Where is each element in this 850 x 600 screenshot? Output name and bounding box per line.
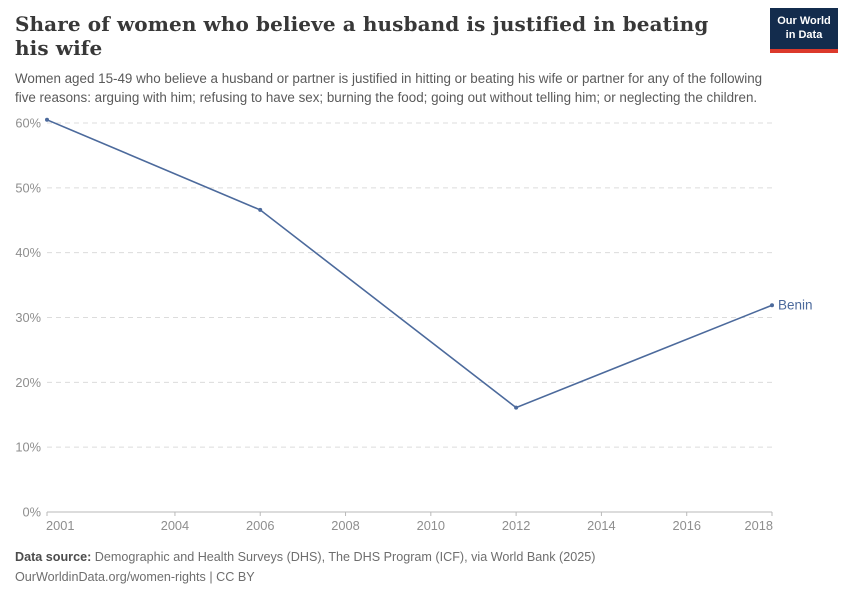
benin-line[interactable]: [46, 119, 773, 409]
data-point[interactable]: [770, 303, 774, 308]
x-tick-label: 2001: [46, 518, 74, 533]
chart-header: Share of women who believe a husband is …: [0, 0, 850, 107]
license-label: CC BY: [216, 570, 255, 585]
footer-separator: |: [205, 570, 217, 585]
y-tick-label: 30%: [15, 310, 41, 325]
y-tick-label: 20%: [15, 375, 41, 390]
y-tick-label: 10%: [15, 440, 41, 455]
x-tick-label: 2018: [745, 518, 773, 533]
data-source-label: Data source:: [15, 550, 92, 565]
y-tick-label: 40%: [15, 245, 41, 260]
x-tick-label: 2014: [587, 518, 615, 533]
x-tick-label: 2012: [502, 518, 530, 533]
x-tick-label: 2010: [417, 518, 445, 533]
y-tick-label: 60%: [15, 116, 41, 131]
line-chart: 0% 10% 20% 30% 40% 50% 60% 2001 2004 2006 2008 2010…: [15, 116, 813, 534]
data-point[interactable]: [258, 207, 263, 212]
series-label: Benin: [778, 298, 813, 313]
x-tick-label: 2006: [246, 518, 274, 533]
data-source-text: Demographic and Health Surveys (DHS), Th…: [91, 550, 596, 565]
x-tick-label: 2016: [672, 518, 700, 533]
chart-footer: Data source: Demographic and Health Surv…: [0, 541, 850, 588]
owid-logo-line2: in Data: [785, 28, 823, 41]
owid-url-link[interactable]: OurWorldinData.org/women-rights: [15, 570, 206, 585]
chart-subtitle: Women aged 15-49 who believe a husband o…: [15, 71, 763, 106]
y-tick-label: 0%: [23, 505, 42, 520]
x-tick-label: 2004: [161, 518, 189, 533]
y-tick-label: 50%: [15, 180, 41, 195]
data-source-line: Data source: Demographic and Health Surv…: [15, 547, 835, 567]
x-tick-label: 2008: [331, 518, 359, 533]
owid-logo[interactable]: Our World in Data: [770, 8, 838, 53]
owid-logo-line1: Our World: [777, 15, 831, 27]
data-point[interactable]: [514, 405, 519, 410]
chart-title: Share of women who believe a husband is …: [15, 12, 709, 60]
data-point[interactable]: [45, 117, 49, 122]
license-line: OurWorldinData.org/women-rights | CC BY: [15, 567, 835, 587]
